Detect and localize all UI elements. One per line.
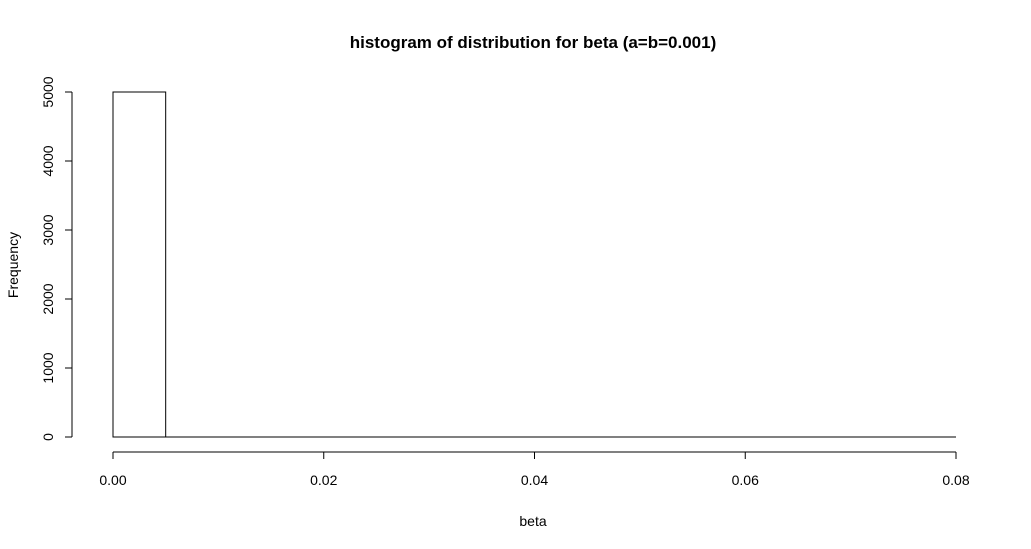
y-tick-label: 5000	[40, 76, 56, 107]
x-axis-label: beta	[519, 513, 546, 529]
y-tick-label: 1000	[40, 352, 56, 383]
histogram-bars	[112, 91, 956, 438]
y-tick-label: 2000	[40, 283, 56, 314]
x-tick-label: 0.04	[521, 472, 548, 488]
y-axis-label: Frequency	[5, 232, 21, 298]
y-tick-label: 3000	[40, 214, 56, 245]
y-tick-label: 0	[40, 433, 56, 441]
x-tick-label: 0.00	[99, 472, 126, 488]
histogram-bar	[112, 91, 167, 438]
x-axis: 0.00 0.02 0.04 0.06 0.08	[99, 451, 970, 488]
y-tick-label: 4000	[40, 145, 56, 176]
x-tick-label: 0.02	[310, 472, 337, 488]
chart-title: histogram of distribution for beta (a=b=…	[350, 33, 717, 52]
x-tick-label: 0.06	[732, 472, 759, 488]
x-tick-label: 0.08	[942, 472, 969, 488]
y-axis: 0 1000 2000 3000 4000 5000	[40, 76, 73, 441]
